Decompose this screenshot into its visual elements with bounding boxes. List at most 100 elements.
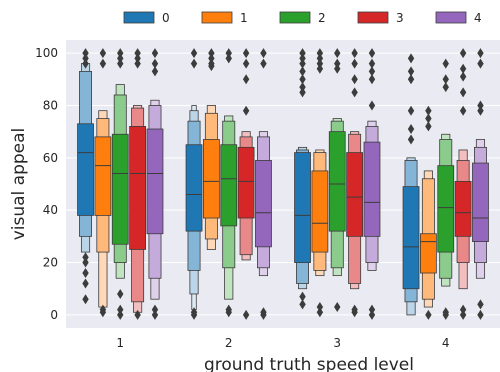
outlier-point: [190, 58, 198, 69]
outlier-point: [316, 58, 324, 69]
box-level: [237, 146, 255, 219]
legend-label: 0: [162, 11, 170, 25]
outlier-point: [368, 58, 376, 69]
outlier-point: [334, 302, 341, 313]
box-level: [437, 165, 455, 253]
outlier-point: [117, 48, 124, 59]
outlier-point: [225, 307, 232, 318]
outlier-point: [459, 87, 467, 98]
outlier-point: [208, 61, 215, 72]
outliers: [82, 48, 484, 320]
x-tick-label: 3: [333, 336, 341, 350]
outlier-point: [442, 82, 449, 93]
outlier-point: [368, 48, 376, 59]
outlier-point: [477, 105, 484, 116]
tick-labels: 0 20 40 60 80 100 1 2 3 4: [35, 46, 449, 350]
outlier-point: [407, 105, 415, 116]
outlier-point: [134, 48, 141, 59]
legend-swatch: [201, 11, 233, 24]
outlier-point: [407, 134, 415, 145]
outlier-point: [368, 309, 376, 320]
outlier-point: [477, 299, 484, 310]
outlier-point: [99, 48, 107, 59]
outlier-point: [134, 53, 141, 64]
outlier-point: [260, 48, 267, 59]
outlier-point: [334, 63, 341, 74]
box-level: [220, 144, 238, 227]
outlier-point: [368, 66, 376, 77]
outlier-point: [459, 309, 467, 320]
outlier-point: [299, 48, 306, 59]
outlier-point: [459, 71, 467, 82]
outlier-point: [407, 66, 415, 77]
legend-swatch: [435, 11, 467, 24]
outlier-point: [151, 66, 159, 77]
outlier-point: [242, 105, 250, 116]
outlier-point: [407, 74, 415, 85]
legend-swatch: [357, 11, 389, 24]
outlier-point: [299, 74, 306, 85]
box-level: [203, 139, 220, 219]
outlier-point: [82, 58, 89, 69]
outlier-point: [442, 58, 449, 69]
outlier-point: [425, 121, 432, 132]
box-level: [472, 162, 489, 243]
outlier-point: [459, 304, 467, 315]
box-level: [185, 144, 203, 232]
box-level: [111, 133, 129, 245]
outlier-point: [351, 58, 358, 69]
box-level: [346, 152, 363, 237]
outlier-point: [316, 63, 324, 74]
outlier-point: [190, 309, 198, 320]
y-tick-label: 0: [50, 308, 58, 322]
outlier-point: [316, 307, 324, 318]
outlier-point: [260, 58, 267, 69]
outlier-point: [82, 53, 89, 64]
outlier-point: [477, 58, 484, 69]
x-tick-label: 2: [225, 336, 233, 350]
outlier-point: [82, 257, 89, 268]
outlier-point: [407, 124, 415, 135]
outlier-point: [299, 291, 306, 302]
box-level: [420, 233, 437, 274]
outlier-point: [425, 309, 432, 320]
outlier-point: [407, 53, 415, 64]
outlier-point: [299, 82, 306, 93]
outlier-point: [208, 48, 215, 59]
outlier-point: [225, 48, 232, 59]
outlier-point: [351, 74, 358, 85]
outlier-point: [351, 307, 358, 318]
outlier-point: [442, 74, 449, 85]
box-level: [311, 170, 329, 253]
outlier-point: [82, 268, 89, 279]
outlier-point: [82, 252, 89, 263]
outlier-point: [190, 48, 198, 59]
box-level: [363, 141, 381, 237]
outlier-point: [151, 58, 159, 69]
outlier-point: [82, 48, 89, 59]
y-axis-label: visual appeal: [9, 128, 29, 241]
outlier-point: [117, 288, 124, 299]
outlier-point: [442, 309, 449, 320]
outlier-point: [368, 304, 376, 315]
outlier-point: [225, 53, 232, 64]
outlier-point: [459, 63, 467, 74]
x-tick-label: 1: [116, 336, 124, 350]
outlier-point: [117, 53, 124, 64]
outlier-point: [351, 87, 358, 98]
outlier-point: [316, 53, 324, 64]
outlier-point: [299, 58, 306, 69]
box-level: [255, 160, 272, 248]
outlier-point: [299, 53, 306, 64]
box-level: [402, 186, 420, 290]
outlier-point: [82, 294, 89, 305]
outlier-point: [477, 309, 484, 320]
outlier-point: [151, 304, 159, 315]
outlier-point: [477, 100, 484, 111]
outlier-point: [334, 58, 341, 69]
legend-label: 2: [318, 11, 326, 25]
outlier-point: [299, 66, 306, 77]
y-tick-label: 60: [43, 151, 58, 165]
outlier-point: [299, 299, 306, 310]
